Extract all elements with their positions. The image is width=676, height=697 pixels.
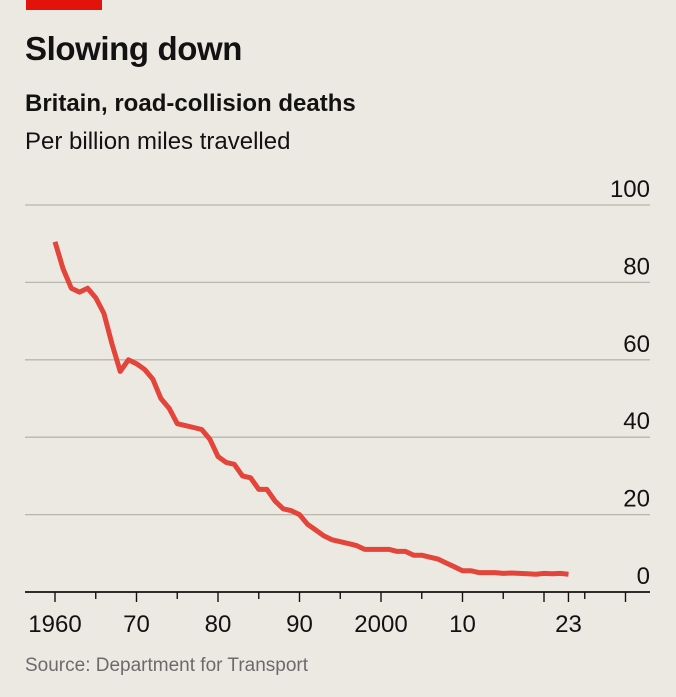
x-tick-labels: 1960 70 80 90 2000 10 23 bbox=[28, 611, 581, 638]
y-tick-labels: 0 20 40 60 80 100 bbox=[610, 176, 650, 590]
y-tick-label: 100 bbox=[610, 176, 650, 203]
x-tick-label: 80 bbox=[205, 611, 232, 638]
y-tick-label: 0 bbox=[637, 563, 650, 590]
x-tick-label: 23 bbox=[555, 611, 582, 638]
x-tick-label: 10 bbox=[449, 611, 476, 638]
chart-title: Slowing down bbox=[25, 30, 242, 67]
gridlines bbox=[25, 204, 650, 516]
series-line-0 bbox=[52, 241, 569, 577]
x-tick-label: 2000 bbox=[354, 611, 407, 638]
source-note: Source: Department for Transport bbox=[25, 655, 309, 676]
y-tick-label: 40 bbox=[623, 408, 650, 435]
brand-accent-tab bbox=[26, 0, 102, 10]
y-tick-label: 60 bbox=[623, 331, 650, 358]
y-tick-label: 20 bbox=[623, 486, 650, 513]
x-tick-label: 1960 bbox=[28, 611, 81, 638]
x-tick-label: 90 bbox=[286, 611, 313, 638]
x-axis bbox=[25, 591, 650, 602]
series-layer bbox=[52, 241, 569, 577]
chart-subtitle: Britain, road-collision deaths bbox=[25, 90, 356, 117]
y-tick-label: 80 bbox=[623, 253, 650, 280]
x-tick-label: 70 bbox=[123, 611, 150, 638]
chart-unit-label: Per billion miles travelled bbox=[25, 128, 291, 155]
